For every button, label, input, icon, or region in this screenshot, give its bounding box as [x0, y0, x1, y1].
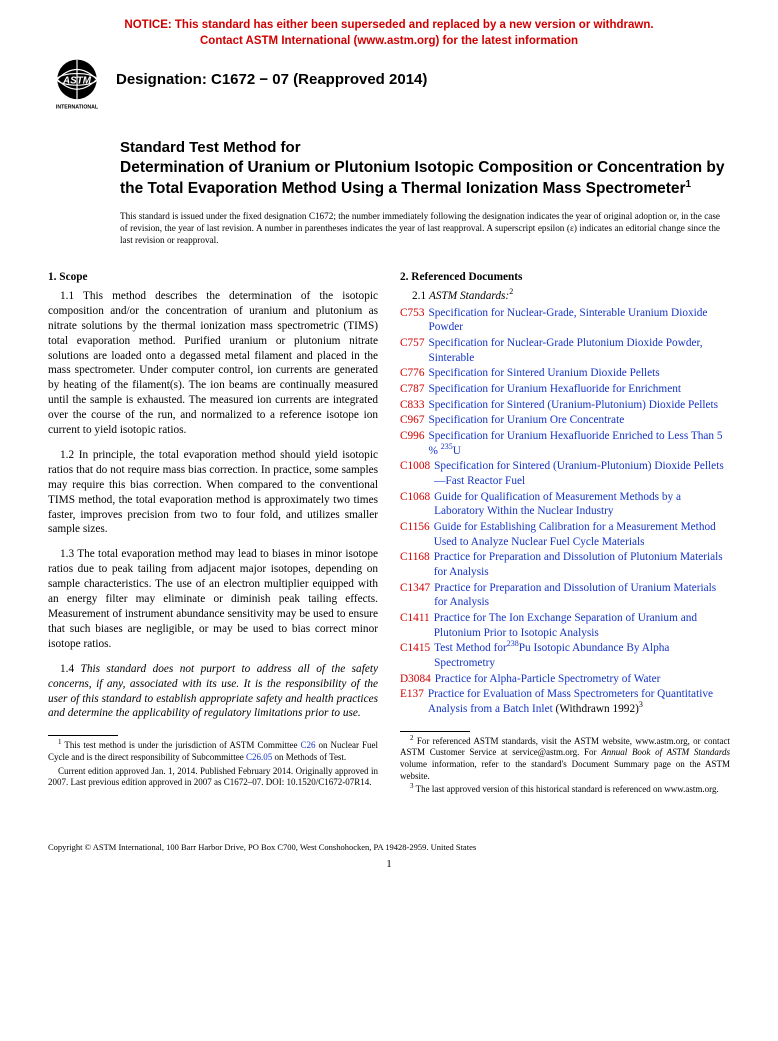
- ref-code[interactable]: C1156: [400, 520, 430, 549]
- copyright-line: Copyright © ASTM International, 100 Barr…: [48, 842, 730, 852]
- ref-item: C1008Specification for Sintered (Uranium…: [400, 459, 730, 488]
- ref-title[interactable]: Practice for Preparation and Dissolution…: [434, 550, 730, 579]
- scope-para-4-text: This standard does not purport to addres…: [48, 663, 378, 720]
- subcommittee-link[interactable]: C26.05: [246, 752, 272, 762]
- ref-item: E137Practice for Evaluation of Mass Spec…: [400, 687, 730, 716]
- page-number: 1: [48, 858, 730, 870]
- ref-title[interactable]: Guide for Establishing Calibration for a…: [434, 520, 730, 549]
- scope-para-4: 1.4 This standard does not purport to ad…: [48, 662, 378, 722]
- ref-title[interactable]: Practice for Preparation and Dissolution…: [434, 581, 730, 610]
- ref-title[interactable]: Specification for Sintered (Uranium-Plut…: [428, 398, 718, 413]
- ref-title[interactable]: Specification for Uranium Hexafluoride f…: [428, 382, 681, 397]
- header-row: ASTM INTERNATIONAL Designation: C1672 − …: [48, 55, 730, 113]
- ref-title[interactable]: Practice for The Ion Exchange Separation…: [434, 611, 730, 640]
- committee-link[interactable]: C26: [300, 740, 315, 750]
- ref-title[interactable]: Specification for Sintered Uranium Dioxi…: [428, 366, 659, 381]
- ref-code[interactable]: C776: [400, 366, 424, 381]
- right-column: 2. Referenced Documents 2.1 ASTM Standar…: [400, 265, 730, 798]
- document-page: NOTICE: This standard has either been su…: [0, 0, 778, 890]
- footnote-rule-left: [48, 735, 118, 736]
- ref-title[interactable]: Specification for Nuclear-Grade Plutoniu…: [428, 336, 730, 365]
- ref-code[interactable]: C753: [400, 306, 424, 335]
- ref-title[interactable]: Specification for Uranium Hexafluoride E…: [428, 429, 730, 458]
- footnote-1b: Current edition approved Jan. 1, 2014. P…: [48, 766, 378, 789]
- ref-code[interactable]: E137: [400, 687, 424, 716]
- ref-item: C787 Specification for Uranium Hexafluori…: [400, 382, 730, 397]
- ref-item: D3084 Practice for Alpha-Particle Spectro…: [400, 672, 730, 687]
- ref-item: C753Specification for Nuclear-Grade, Sin…: [400, 306, 730, 335]
- two-column-body: 1. Scope 1.1 This method describes the d…: [48, 265, 730, 798]
- ref-code[interactable]: C1008: [400, 459, 430, 488]
- scope-para-1: 1.1 This method describes the determinat…: [48, 289, 378, 438]
- ref-code[interactable]: D3084: [400, 672, 431, 687]
- title-block: Standard Test Method for Determination o…: [120, 139, 730, 200]
- footnotes-right: 2 For referenced ASTM standards, visit t…: [400, 736, 730, 796]
- title-lead: Standard Test Method for: [120, 139, 730, 158]
- ref-code[interactable]: C1347: [400, 581, 430, 610]
- footnotes-left: 1 This test method is under the jurisdic…: [48, 740, 378, 789]
- footnote-2: 2 For referenced ASTM standards, visit t…: [400, 736, 730, 783]
- designation-text: Designation: C1672 − 07 (Reapproved 2014…: [116, 71, 427, 88]
- footnote-rule-right: [400, 731, 470, 732]
- left-column: 1. Scope 1.1 This method describes the d…: [48, 265, 378, 798]
- refs-heading: 2. Referenced Documents: [400, 271, 730, 283]
- ref-code[interactable]: C787: [400, 382, 424, 397]
- ref-item: C1156Guide for Establishing Calibration …: [400, 520, 730, 549]
- ref-item: C833 Specification for Sintered (Uranium-…: [400, 398, 730, 413]
- ref-code[interactable]: C1068: [400, 490, 430, 519]
- notice-line-2: Contact ASTM International (www.astm.org…: [200, 35, 578, 47]
- notice-line-1: NOTICE: This standard has either been su…: [124, 19, 653, 31]
- ref-code[interactable]: C833: [400, 398, 424, 413]
- ref-item: C996Specification for Uranium Hexafluori…: [400, 429, 730, 458]
- title-main: Determination of Uranium or Plutonium Is…: [120, 158, 730, 200]
- issuance-note: This standard is issued under the fixed …: [120, 210, 730, 247]
- ref-code[interactable]: C1415: [400, 641, 430, 670]
- ref-title[interactable]: Practice for Evaluation of Mass Spectrom…: [428, 687, 730, 716]
- ref-code[interactable]: C967: [400, 413, 424, 428]
- refs-subhead: 2.1 ASTM Standards:2: [412, 289, 730, 304]
- ref-title[interactable]: Practice for Alpha-Particle Spectrometry…: [435, 672, 661, 687]
- scope-para-3: 1.3 The total evaporation method may lea…: [48, 547, 378, 651]
- ref-item: C1168Practice for Preparation and Dissol…: [400, 550, 730, 579]
- ref-code[interactable]: C1411: [400, 611, 430, 640]
- logo-subtext: INTERNATIONAL: [56, 104, 99, 110]
- ref-item: C1068Guide for Qualification of Measurem…: [400, 490, 730, 519]
- footnote-1: 1 This test method is under the jurisdic…: [48, 740, 378, 763]
- ref-title[interactable]: Specification for Uranium Ore Concentrat…: [428, 413, 624, 428]
- ref-item: C757Specification for Nuclear-Grade Plut…: [400, 336, 730, 365]
- scope-para-2: 1.2 In principle, the total evaporation …: [48, 448, 378, 537]
- ref-title[interactable]: Specification for Nuclear-Grade, Sintera…: [428, 306, 730, 335]
- refs-list: C753Specification for Nuclear-Grade, Sin…: [400, 306, 730, 717]
- ref-code[interactable]: C1168: [400, 550, 430, 579]
- ref-title[interactable]: Specification for Sintered (Uranium-Plut…: [434, 459, 730, 488]
- footnote-3: 3 The last approved version of this hist…: [400, 784, 730, 796]
- svg-text:ASTM: ASTM: [62, 75, 92, 86]
- ref-item: C1347Practice for Preparation and Dissol…: [400, 581, 730, 610]
- ref-title[interactable]: Guide for Qualification of Measurement M…: [434, 490, 730, 519]
- ref-code[interactable]: C757: [400, 336, 424, 365]
- ref-item: C776 Specification for Sintered Uranium D…: [400, 366, 730, 381]
- ref-item: C1411Practice for The Ion Exchange Separ…: [400, 611, 730, 640]
- ref-item: C967 Specification for Uranium Ore Concen…: [400, 413, 730, 428]
- ref-code[interactable]: C996: [400, 429, 424, 458]
- ref-item: C1415Test Method for238Pu Isotopic Abund…: [400, 641, 730, 670]
- ref-title[interactable]: Test Method for238Pu Isotopic Abundance …: [434, 641, 730, 670]
- astm-logo-icon: ASTM INTERNATIONAL: [48, 55, 106, 113]
- notice-banner: NOTICE: This standard has either been su…: [48, 18, 730, 49]
- scope-heading: 1. Scope: [48, 271, 378, 283]
